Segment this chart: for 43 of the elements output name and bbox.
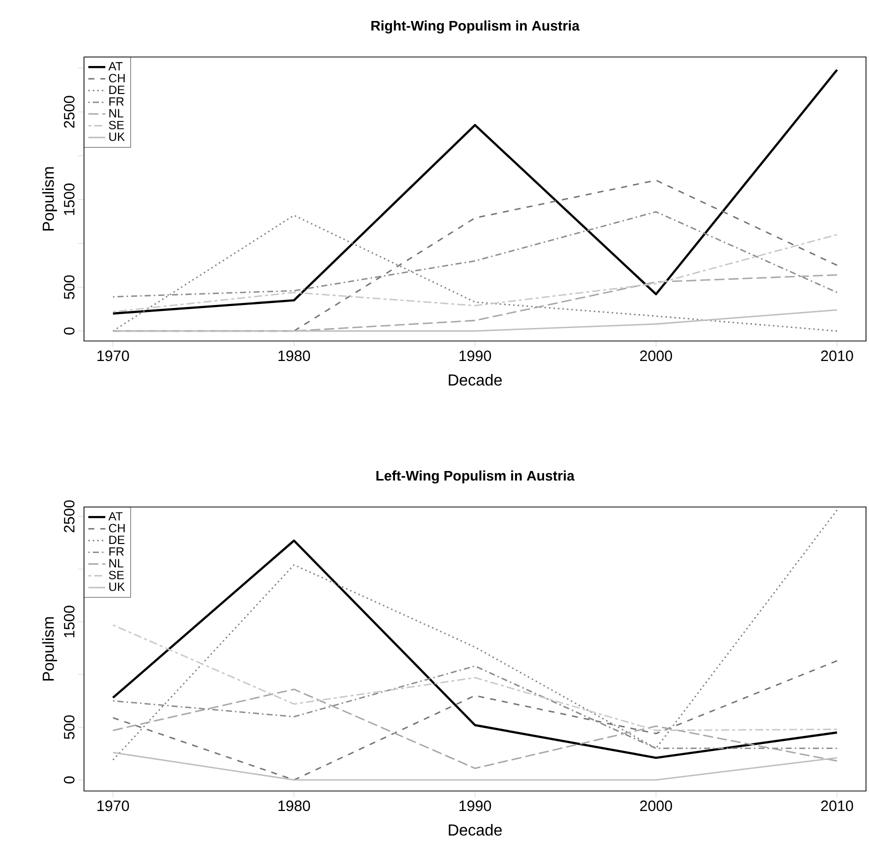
legend-label: CH bbox=[109, 74, 125, 82]
legend-label: AT bbox=[108, 62, 123, 70]
line-series bbox=[112, 211, 838, 298]
legend-label: SE bbox=[108, 120, 124, 130]
legend-label: CH bbox=[109, 524, 125, 532]
legend-label: FR bbox=[109, 97, 124, 106]
y-tick-label: 2500 bbox=[64, 96, 74, 128]
y-tick-label: 1500 bbox=[64, 184, 74, 216]
legend-label: NL bbox=[109, 109, 124, 118]
chart-title: Left-Wing Populism in Austria bbox=[376, 470, 575, 484]
line-series bbox=[112, 688, 838, 770]
legend-label: AT bbox=[108, 512, 123, 520]
x-tick-label: 1990 bbox=[460, 800, 492, 812]
legend-label: FR bbox=[109, 547, 124, 556]
line-series bbox=[112, 234, 838, 312]
x-tick-label: 1970 bbox=[97, 800, 129, 812]
x-tick-label: 1980 bbox=[278, 800, 310, 812]
chart-title: Right-Wing Populism in Austria bbox=[371, 20, 580, 34]
y-tick-label: 0 bbox=[64, 327, 74, 335]
y-tick-label: 500 bbox=[64, 275, 74, 300]
legend-label: DE bbox=[109, 86, 124, 94]
y-axis-title: Populism bbox=[42, 167, 58, 230]
legend-label: DE bbox=[109, 536, 124, 544]
line-series bbox=[112, 624, 838, 732]
x-tick-label: 2010 bbox=[821, 800, 854, 812]
y-tick-label: 1500 bbox=[64, 606, 74, 638]
y-tick-label: 500 bbox=[64, 715, 74, 740]
y-axis-title: Populism bbox=[42, 617, 58, 680]
x-axis-title: Decade bbox=[448, 824, 502, 836]
legend-label: UK bbox=[109, 582, 125, 591]
x-tick-label: 2000 bbox=[640, 350, 672, 362]
x-tick-label: 2010 bbox=[821, 350, 854, 362]
legend-label: NL bbox=[109, 559, 124, 568]
legend-label: UK bbox=[109, 132, 125, 141]
x-tick-label: 1990 bbox=[460, 350, 492, 362]
x-axis-title: Decade bbox=[448, 374, 502, 386]
y-tick-label: 0 bbox=[64, 776, 74, 784]
x-tick-label: 2000 bbox=[640, 800, 672, 812]
x-tick-label: 1970 bbox=[97, 350, 129, 362]
y-tick-label: 2500 bbox=[64, 500, 74, 532]
x-tick-label: 1980 bbox=[278, 350, 310, 362]
legend-label: SE bbox=[108, 570, 124, 580]
line-series bbox=[112, 665, 838, 750]
